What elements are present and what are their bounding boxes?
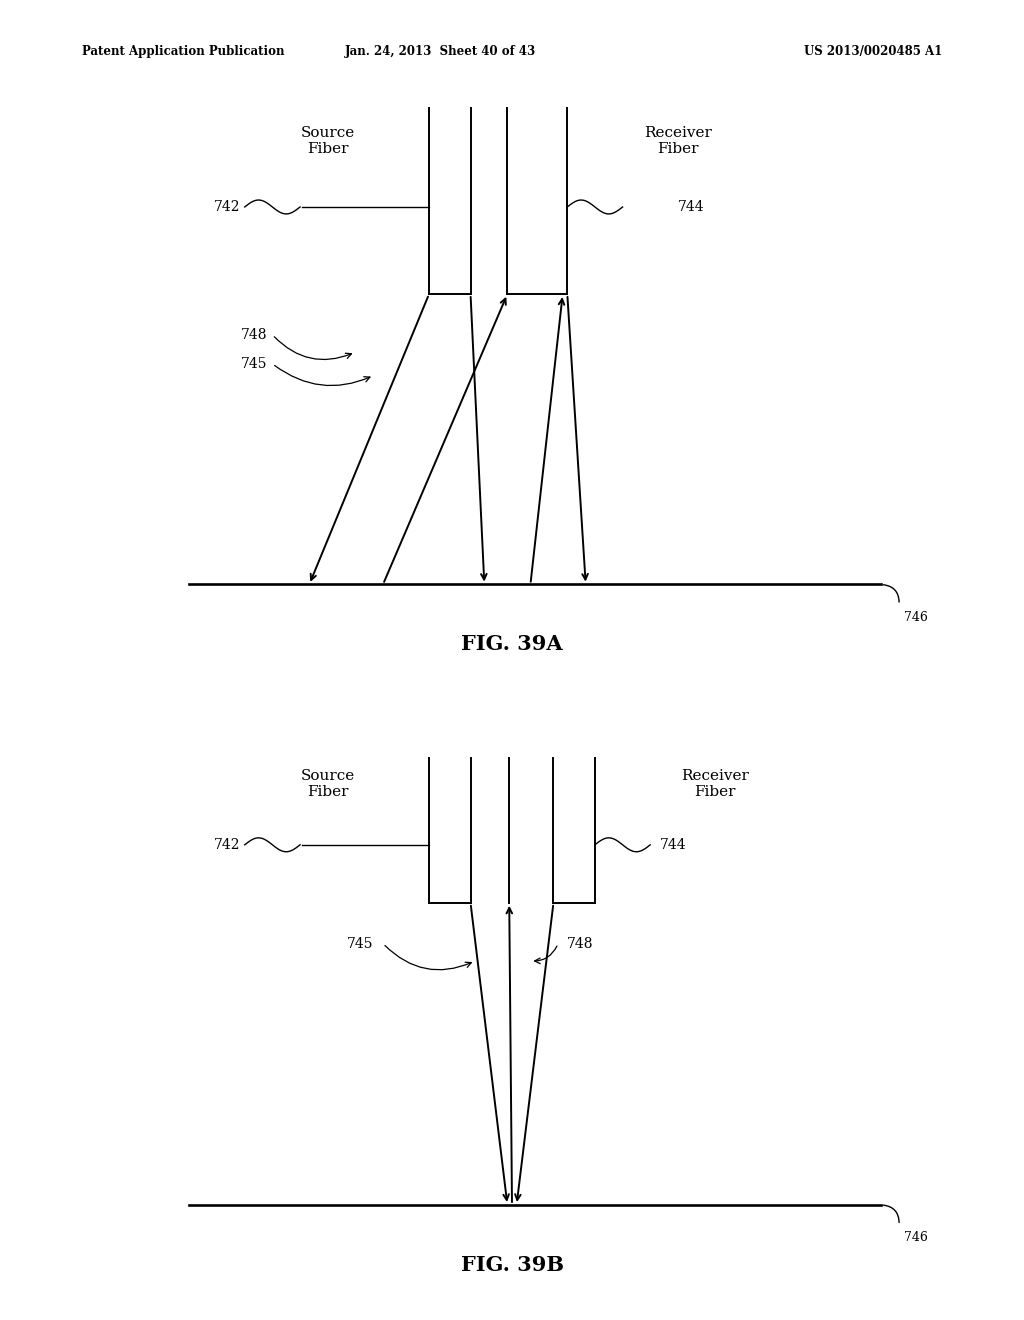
Text: Source
Fiber: Source Fiber	[301, 770, 354, 800]
Text: 748: 748	[242, 327, 268, 342]
Text: US 2013/0020485 A1: US 2013/0020485 A1	[804, 45, 942, 58]
Text: Source
Fiber: Source Fiber	[301, 125, 354, 156]
Text: FIG. 39A: FIG. 39A	[461, 634, 563, 655]
Text: 742: 742	[214, 199, 240, 214]
Text: 748: 748	[567, 936, 594, 950]
Text: 745: 745	[242, 356, 268, 371]
Text: Jan. 24, 2013  Sheet 40 of 43: Jan. 24, 2013 Sheet 40 of 43	[345, 45, 536, 58]
Text: 746: 746	[904, 1232, 928, 1243]
Text: Patent Application Publication: Patent Application Publication	[82, 45, 285, 58]
Text: 744: 744	[678, 199, 705, 214]
Text: 745: 745	[347, 936, 374, 950]
Text: Receiver
Fiber: Receiver Fiber	[681, 770, 749, 800]
Text: FIG. 39B: FIG. 39B	[461, 1254, 563, 1275]
Text: 742: 742	[214, 838, 240, 851]
Text: 746: 746	[904, 611, 928, 623]
Text: Receiver
Fiber: Receiver Fiber	[644, 125, 712, 156]
Text: 744: 744	[659, 838, 686, 851]
